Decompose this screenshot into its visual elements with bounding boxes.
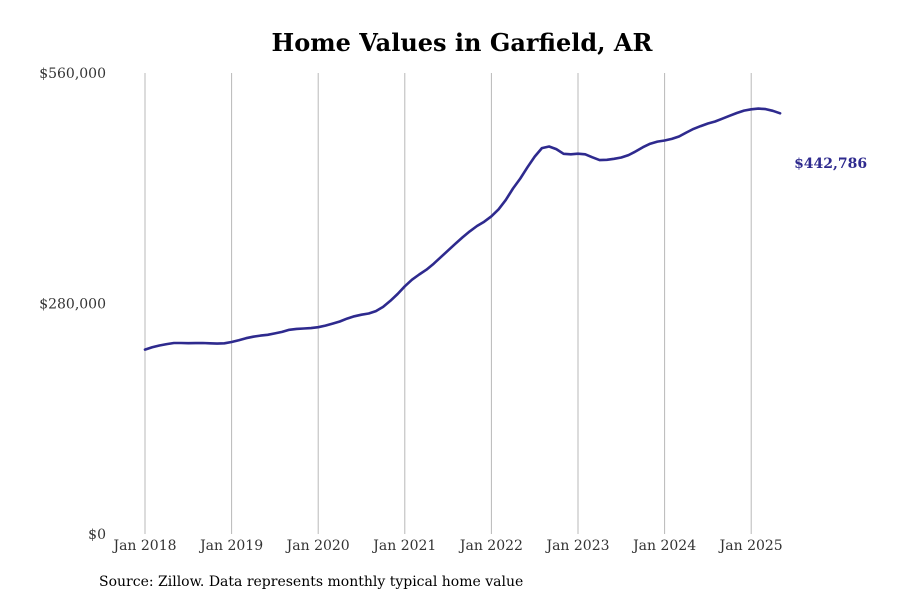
end-value-label: $442,786 <box>794 156 867 172</box>
x-tick-label: Jan 2023 <box>544 538 609 554</box>
x-axis: Jan 2018 Jan 2019 Jan 2020 Jan 2021 Jan 2022… <box>111 538 782 554</box>
y-tick-label: $560,000 <box>39 66 106 82</box>
x-tick-label: Jan 2021 <box>371 538 436 554</box>
y-tick-label: $0 <box>88 527 106 543</box>
gridlines <box>144 73 752 534</box>
x-tick-label: Jan 2022 <box>458 538 523 554</box>
x-tick-label: Jan 2020 <box>285 538 350 554</box>
x-tick-label: Jan 2024 <box>631 538 696 554</box>
x-tick-label: Jan 2018 <box>111 538 176 554</box>
x-tick-label: Jan 2025 <box>718 538 783 554</box>
y-tick-label: $280,000 <box>39 297 106 313</box>
x-tick-label: Jan 2019 <box>198 538 263 554</box>
y-axis: $0 $280,000 $560,000 <box>39 66 106 543</box>
source-note: Source: Zillow. Data represents monthly … <box>99 574 524 590</box>
series-layer: $442,786 <box>143 107 867 351</box>
chart-title: Home Values in Garfield, AR <box>271 28 653 57</box>
series-line <box>143 107 782 351</box>
